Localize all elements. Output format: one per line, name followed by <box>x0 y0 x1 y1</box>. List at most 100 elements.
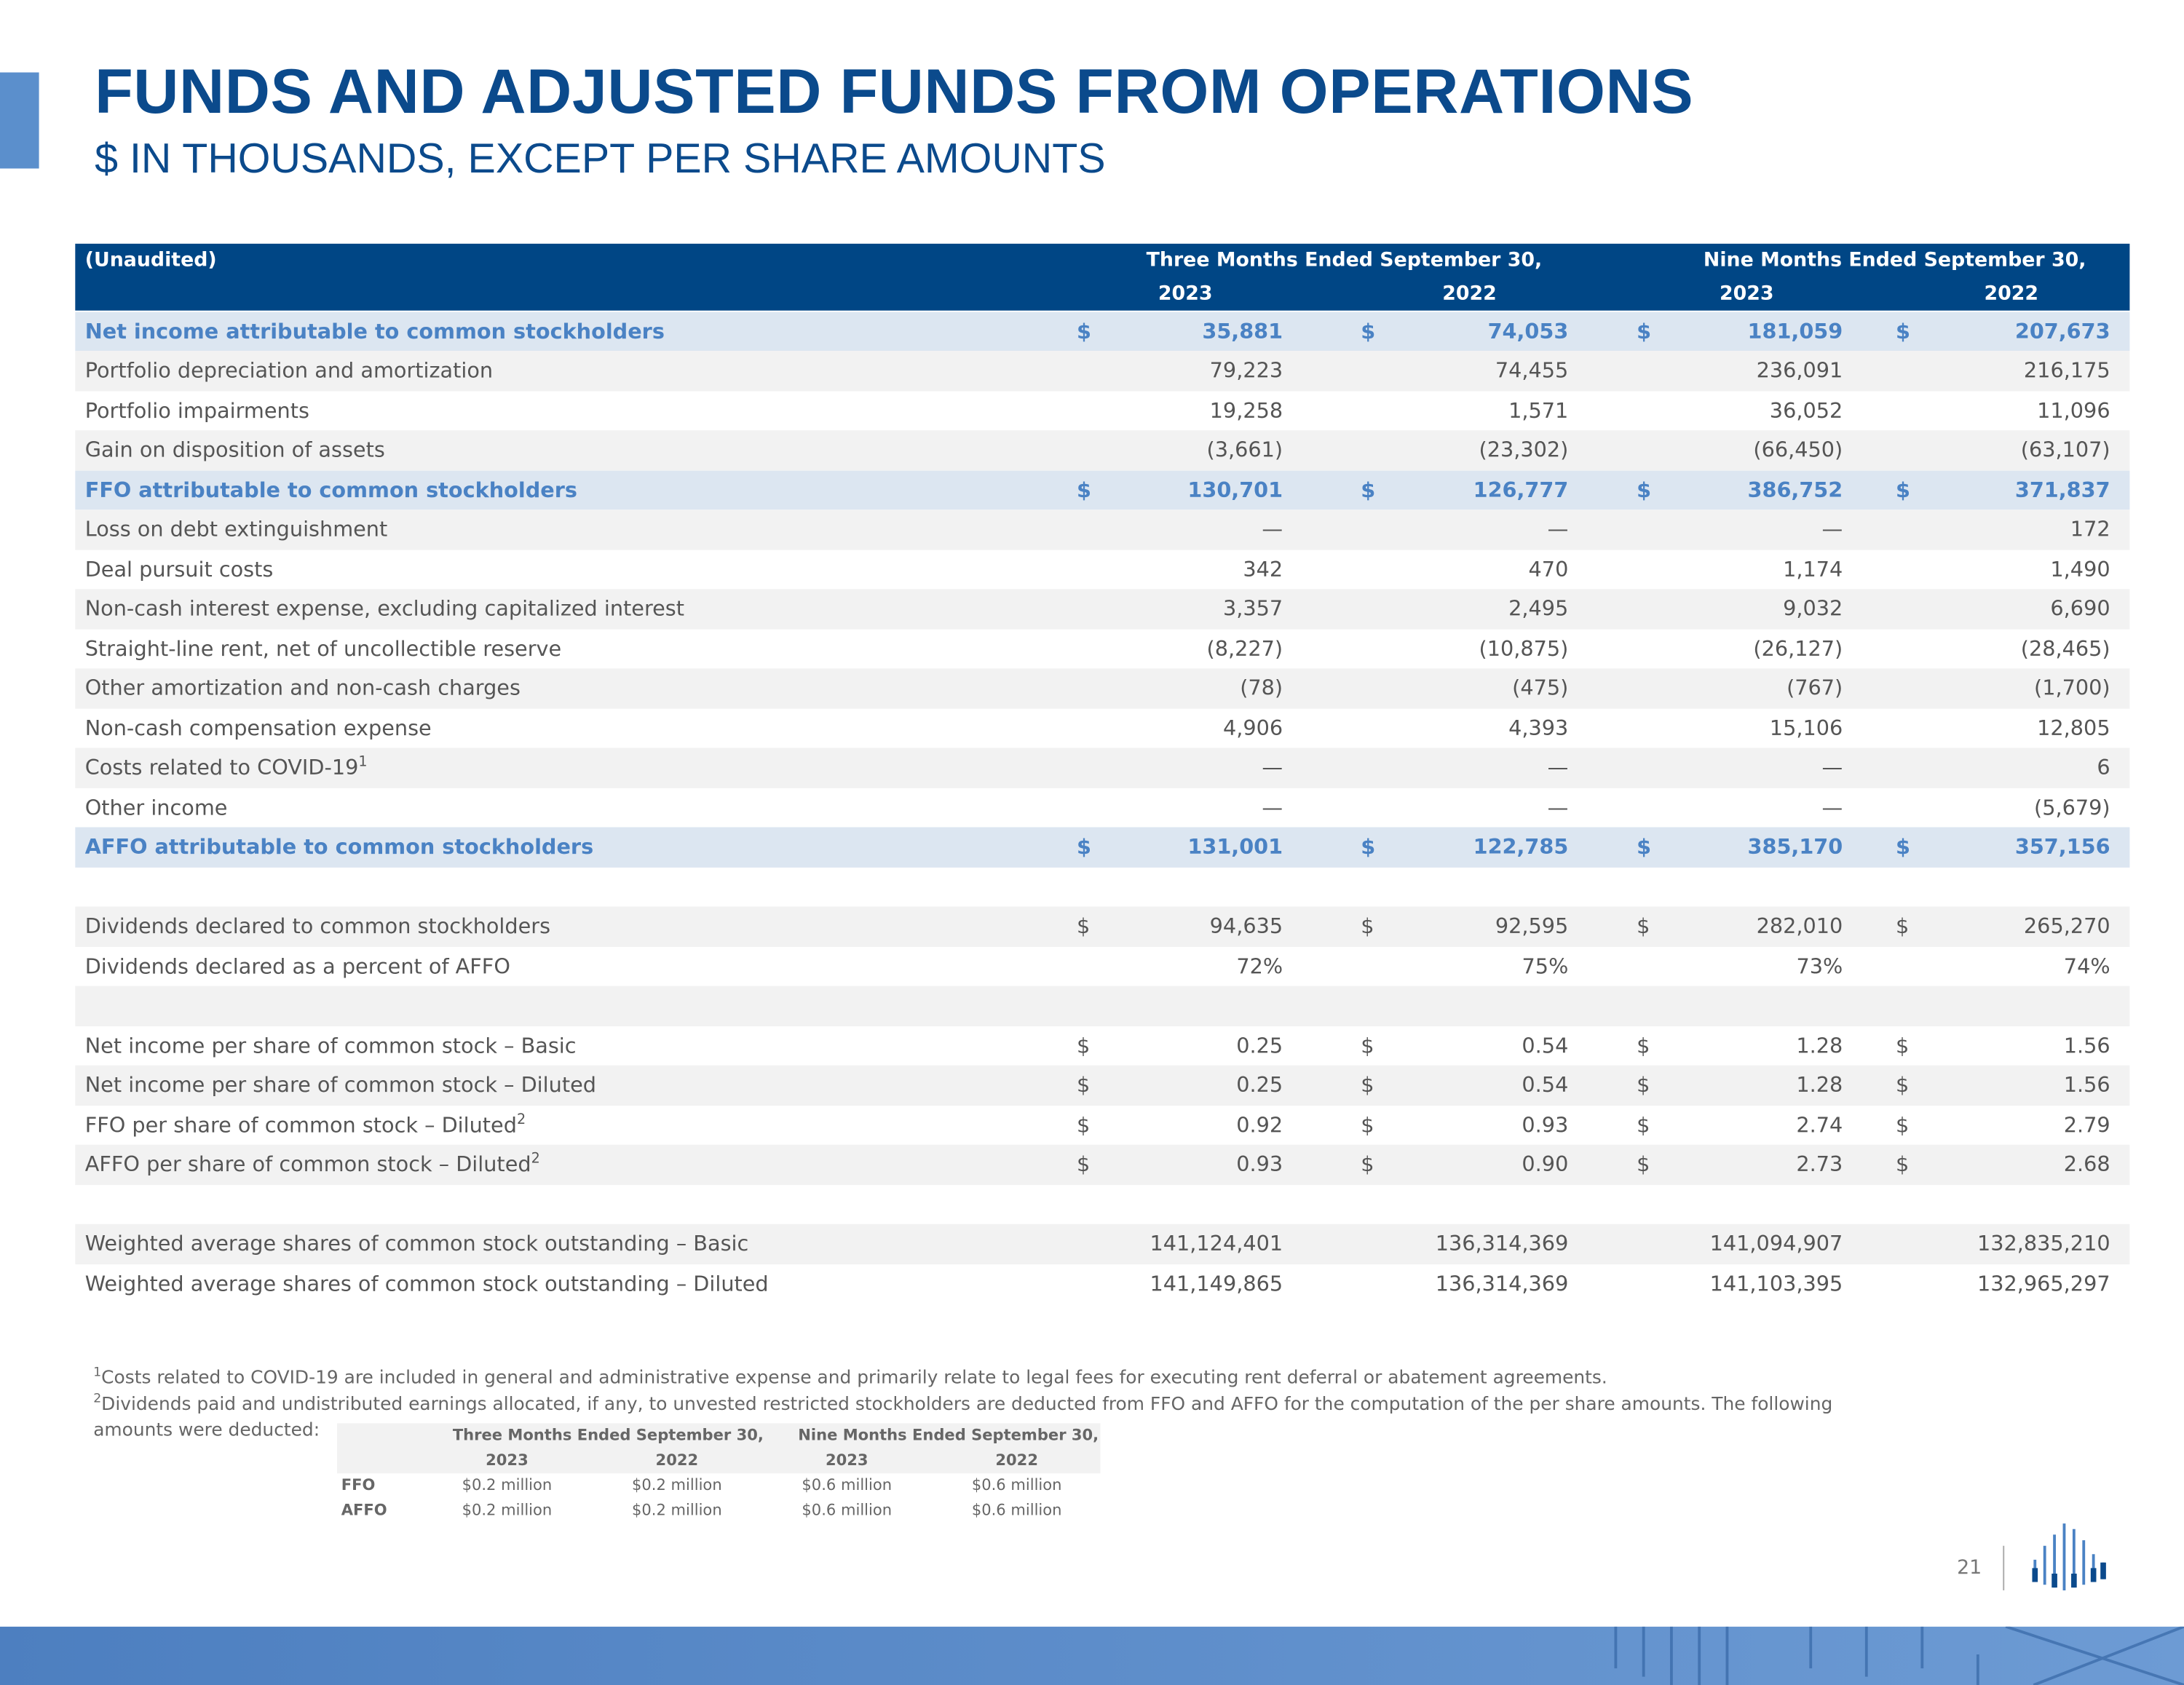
page-number: 21 <box>1957 1557 1982 1579</box>
cell-value: (66,450) <box>1753 437 1843 463</box>
subtitle: $ IN THOUSANDS, EXCEPT PER SHARE AMOUNTS <box>95 136 1106 183</box>
cell-value: (767) <box>1787 675 1843 701</box>
table-row: Weighted average shares of common stock … <box>75 1264 2130 1304</box>
small-cell: $0.2 million <box>631 1476 722 1494</box>
cell-value: 236,091 <box>1756 357 1843 384</box>
row-label: Deal pursuit costs <box>85 550 274 590</box>
row-label: Non-cash interest expense, excluding cap… <box>85 589 684 629</box>
small-row-label: FFO <box>341 1476 376 1494</box>
cell-value: 1,571 <box>1508 397 1569 423</box>
cell-value: 2,495 <box>1508 595 1569 622</box>
cell-value: 94,635 <box>1209 913 1283 939</box>
cell-value: 0.92 <box>1236 1111 1283 1138</box>
table-row: Non-cash compensation expense 4,906 4,393 1… <box>75 707 2130 748</box>
cell-value: 385,170 <box>1747 834 1843 860</box>
small-cell: $0.6 million <box>971 1501 1062 1520</box>
cell-value: 2.68 <box>2063 1151 2110 1177</box>
cell-value: (63,107) <box>2020 437 2110 463</box>
cell-value: 141,124,401 <box>1150 1231 1283 1256</box>
cell-value: 74% <box>2063 953 2110 979</box>
currency-symbol: $ <box>1895 318 1910 344</box>
currency-symbol: $ <box>1637 318 1652 344</box>
label-text: Weighted average shares of common stock … <box>84 1270 769 1296</box>
small-row-label: AFFO <box>341 1501 387 1520</box>
cell-value: 131,001 <box>1187 834 1283 860</box>
small-cell: $0.6 million <box>971 1476 1062 1494</box>
cell-value: 122,785 <box>1473 834 1569 860</box>
cell-value: 136,314,369 <box>1435 1231 1569 1256</box>
cell-value: (28,465) <box>2020 635 2110 661</box>
cell-value: 11,096 <box>2037 397 2110 423</box>
table-row: Other income — — — (5,679) <box>75 787 2130 828</box>
row-label: Net income per share of common stock – D… <box>85 1066 596 1106</box>
cell-value: 2.79 <box>2063 1111 2110 1138</box>
label-text: Straight-line rent, net of uncollectible… <box>84 635 562 661</box>
table-row: Other amortization and non-cash charges (… <box>75 668 2130 708</box>
cell-value: 9,032 <box>1783 595 1843 622</box>
cell-value: 371,837 <box>2014 477 2110 502</box>
cell-value: 72% <box>1236 953 1283 979</box>
table-row: Dividends declared as a percent of AFFO 7… <box>75 946 2130 986</box>
table-row: Net income per share of common stock – B… <box>75 1026 2130 1066</box>
currency-symbol: $ <box>1361 1151 1374 1177</box>
cell-value: — <box>1821 754 1843 780</box>
currency-symbol: $ <box>1637 477 1652 502</box>
cell-value: 386,752 <box>1747 477 1843 502</box>
table-row: Dividends declared to common stockholder… <box>75 906 2130 947</box>
currency-symbol: $ <box>1895 834 1910 860</box>
cell-value: 132,835,210 <box>1977 1231 2110 1256</box>
table-row: Deal pursuit costs 342 470 1,174 1,490 <box>75 549 2130 590</box>
row-label: Non-cash compensation expense <box>85 708 432 748</box>
table-row: Costs related to COVID-191 — — — 6 <box>75 748 2130 788</box>
small-year-header: 2023 <box>486 1451 529 1470</box>
currency-symbol: $ <box>1637 1032 1650 1058</box>
cell-value: 265,270 <box>2023 913 2110 939</box>
table-row: Non-cash interest expense, excluding cap… <box>75 589 2130 629</box>
label-text: Non-cash compensation expense <box>84 715 432 740</box>
row-label: Gain on disposition of assets <box>85 430 385 470</box>
table-row: AFFO per share of common stock – Diluted… <box>75 1144 2130 1185</box>
currency-symbol: $ <box>1895 1151 1910 1177</box>
cell-value: (8,227) <box>1206 635 1283 661</box>
row-label: Loss on debt extinguishment <box>85 510 388 550</box>
cell-value: 130,701 <box>1187 477 1283 502</box>
footnote-marker: 2 <box>93 1392 102 1407</box>
table-row: Gain on disposition of assets (3,661) (23,… <box>75 430 2130 470</box>
cell-value: 342 <box>1243 556 1283 582</box>
cell-value: (26,127) <box>1753 635 1843 661</box>
superscript: 2 <box>531 1151 540 1167</box>
cell-value: 2.74 <box>1796 1111 1843 1138</box>
cell-value: 1.56 <box>2063 1072 2110 1098</box>
currency-symbol: $ <box>1076 834 1091 860</box>
cell-value: 470 <box>1528 556 1569 582</box>
small-cell: $0.2 million <box>462 1476 553 1494</box>
label-text: Deal pursuit costs <box>84 556 274 582</box>
cell-value: 6 <box>2097 754 2110 780</box>
cell-value: (1,700) <box>2034 675 2110 701</box>
cell-value: 0.25 <box>1236 1072 1283 1098</box>
label-text: Gain on disposition of assets <box>84 437 385 463</box>
table-row: Straight-line rent, net of uncollectible… <box>75 628 2130 669</box>
cell-value: (3,661) <box>1206 437 1283 463</box>
cell-value: 15,106 <box>1769 715 1843 740</box>
label-text: FFO per share of common stock – Diluted <box>84 1111 517 1138</box>
group-header: Nine Months Ended September 30, <box>1703 249 2086 272</box>
label-text: Non-cash interest expense, excluding cap… <box>84 595 685 622</box>
table-row: AFFO attributable to common stockholders… <box>75 827 2130 868</box>
label-text: Costs related to COVID-19 <box>84 754 359 780</box>
currency-symbol: $ <box>1076 1151 1091 1177</box>
small-cell: $0.2 million <box>631 1501 722 1520</box>
cell-value: 92,595 <box>1495 913 1569 939</box>
label-text: Other income <box>84 794 228 820</box>
cell-value: 1,174 <box>1783 556 1843 582</box>
cell-value: 4,393 <box>1508 715 1569 740</box>
currency-symbol: $ <box>1637 1151 1650 1177</box>
row-label: Net income attributable to common stockh… <box>85 312 665 352</box>
row-label: Portfolio depreciation and amortization <box>85 351 493 391</box>
currency-symbol: $ <box>1895 477 1910 502</box>
cell-value: 136,314,369 <box>1435 1270 1569 1296</box>
small-cell: $0.2 million <box>462 1501 553 1520</box>
cell-value: 2.73 <box>1796 1151 1843 1177</box>
currency-symbol: $ <box>1361 1032 1374 1058</box>
cell-value: 0.54 <box>1522 1072 1569 1098</box>
